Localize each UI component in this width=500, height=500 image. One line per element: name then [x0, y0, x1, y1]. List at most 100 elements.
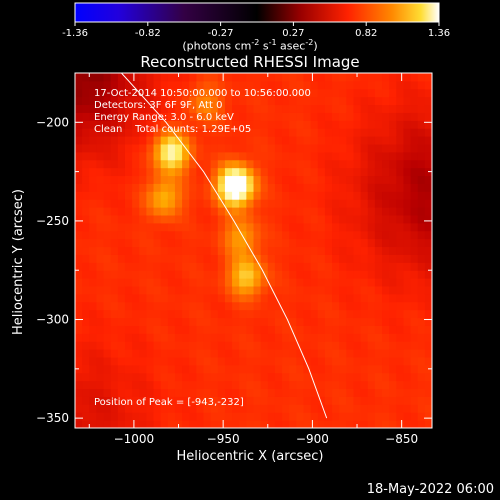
heatmap-cell	[317, 364, 326, 374]
heatmap-cell	[303, 278, 312, 287]
heatmap-cell	[182, 388, 190, 397]
heatmap-cell	[417, 380, 426, 390]
heatmap-cell	[360, 349, 369, 358]
heatmap-cell	[89, 230, 97, 240]
heatmap-cell	[146, 396, 155, 405]
heatmap-cell	[310, 207, 319, 216]
heatmap-cell	[389, 183, 397, 192]
heatmap-cell	[396, 167, 404, 177]
heatmap-cell	[274, 349, 283, 358]
heatmap-cell	[224, 191, 233, 200]
heatmap-cell	[167, 215, 176, 224]
heatmap-cell	[310, 341, 319, 350]
heatmap-cell	[382, 191, 390, 200]
heatmap-cell	[382, 88, 390, 98]
heatmap-cell	[146, 73, 155, 82]
heatmap-cell	[317, 372, 326, 382]
heatmap-cell	[203, 96, 212, 106]
heatmap-cell	[89, 144, 97, 153]
heatmap-cell	[146, 104, 155, 113]
y-tick-label: −200	[36, 115, 69, 129]
heatmap-cell	[160, 136, 169, 145]
heatmap-cell	[339, 333, 347, 342]
heatmap-cell	[403, 80, 412, 90]
heatmap-cell	[317, 357, 326, 366]
heatmap-cell	[296, 270, 304, 279]
heatmap-cell	[117, 262, 126, 271]
heatmap-cell	[424, 286, 432, 295]
heatmap-cell	[274, 420, 283, 428]
heatmap-cell	[189, 112, 197, 121]
heatmap-cell	[403, 341, 412, 350]
heatmap-cell	[103, 222, 112, 232]
heatmap-cell	[96, 238, 105, 248]
heatmap-cell	[317, 120, 326, 129]
heatmap-cell	[167, 364, 176, 374]
heatmap-cell	[182, 380, 190, 390]
heatmap-cell	[403, 246, 412, 255]
heatmap-cell	[382, 309, 390, 319]
heatmap-cell	[303, 309, 312, 319]
heatmap-cell	[324, 104, 333, 113]
heatmap-cell	[217, 80, 226, 90]
heatmap-cell	[274, 357, 283, 366]
heatmap-cell	[203, 262, 212, 271]
heatmap-cell	[239, 325, 247, 334]
heatmap-cell	[139, 104, 147, 113]
heatmap-cell	[146, 183, 155, 192]
heatmap-cell	[260, 333, 269, 342]
heatmap-cell	[146, 96, 155, 106]
heatmap-cell	[182, 104, 190, 113]
heatmap-cell	[182, 246, 190, 255]
heatmap-cell	[75, 420, 83, 428]
heatmap-cell	[239, 175, 247, 184]
heatmap-cell	[389, 333, 397, 342]
heatmap-cell	[417, 215, 426, 224]
heatmap-cell	[289, 80, 297, 90]
heatmap-cell	[317, 215, 326, 224]
heatmap-cell	[324, 278, 333, 287]
heatmap-cell	[189, 104, 197, 113]
heatmap-cell	[367, 357, 376, 366]
heatmap-cell	[317, 159, 326, 169]
heatmap-cell	[132, 151, 140, 161]
heatmap-cell	[210, 254, 219, 263]
heatmap-cell	[139, 159, 147, 169]
heatmap-cell	[89, 159, 97, 169]
heatmap-cell	[274, 333, 283, 342]
heatmap-cell	[224, 120, 233, 129]
heatmap-cell	[267, 112, 276, 121]
heatmap-cell	[346, 388, 354, 397]
heatmap-cell	[310, 254, 319, 263]
heatmap-cell	[110, 175, 119, 184]
heatmap-cell	[324, 333, 333, 342]
heatmap-cell	[167, 420, 176, 428]
heatmap-cell	[353, 349, 362, 358]
heatmap-cell	[246, 349, 254, 358]
heatmap-cell	[160, 246, 169, 255]
heatmap-cell	[332, 151, 340, 161]
heatmap-cell	[246, 325, 254, 334]
heatmap-cell	[117, 293, 126, 303]
heatmap-cell	[182, 96, 190, 106]
heatmap-cell	[339, 96, 347, 106]
heatmap-cell	[196, 230, 205, 240]
heatmap-cell	[374, 104, 383, 113]
heatmap-cell	[282, 278, 290, 287]
heatmap-cell	[232, 270, 240, 279]
chart-title: Reconstructed RHESSI Image	[140, 53, 360, 71]
heatmap-cell	[75, 207, 83, 216]
heatmap-cell	[253, 183, 262, 192]
heatmap-cell	[232, 278, 240, 287]
heatmap-cell	[117, 301, 126, 311]
heatmap-cell	[424, 96, 432, 106]
heatmap-cell	[324, 317, 333, 326]
heatmap-cell	[339, 73, 347, 82]
heatmap-cell	[353, 380, 362, 390]
heatmap-cell	[232, 254, 240, 263]
heatmap-cell	[167, 159, 176, 169]
heatmap-cell	[117, 317, 126, 326]
heatmap-cell	[89, 246, 97, 255]
heatmap-cell	[389, 262, 397, 271]
heatmap-cell	[324, 183, 333, 192]
